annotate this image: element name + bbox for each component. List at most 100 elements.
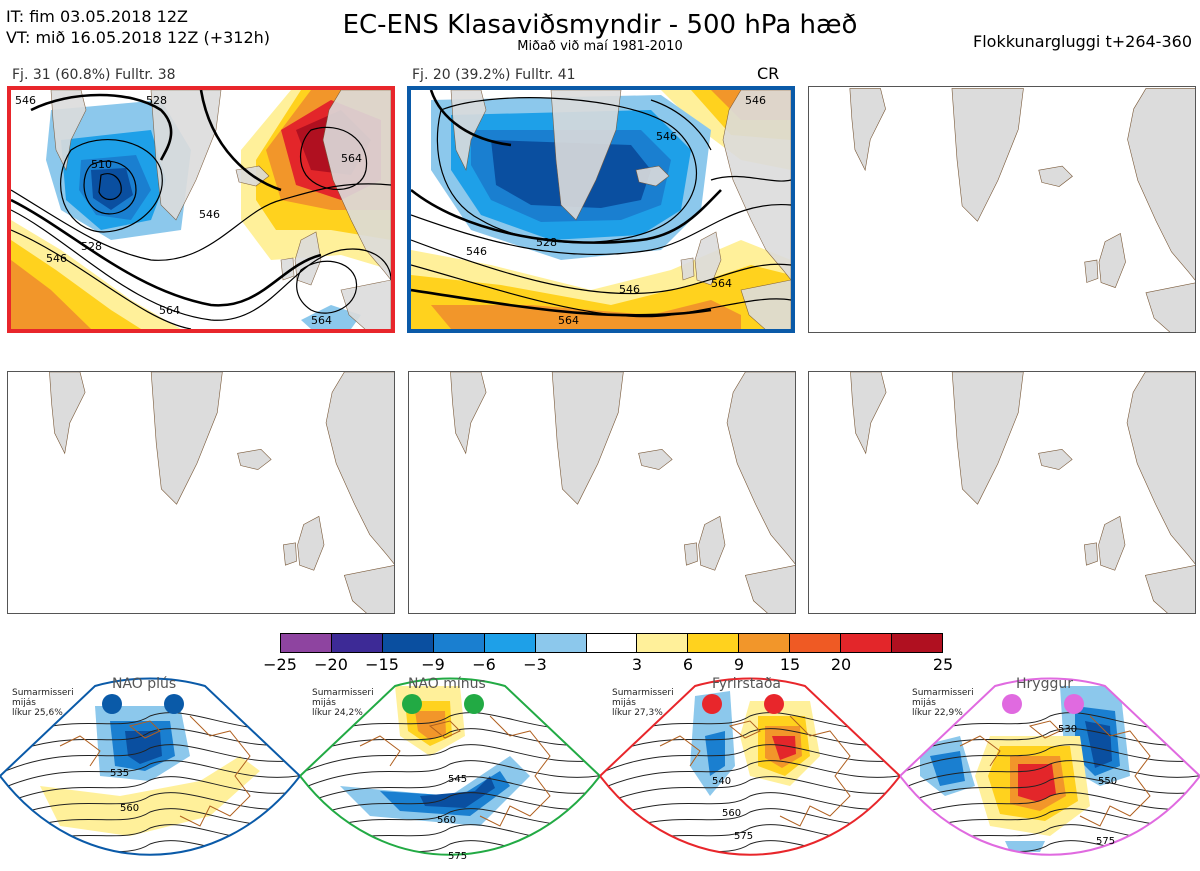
contour-label: 528 bbox=[146, 94, 167, 107]
contour-label: 510 bbox=[91, 158, 112, 171]
cluster-map-2: 546 528 546 546 546 564 564 bbox=[407, 86, 795, 333]
colorbar-swatch bbox=[637, 634, 689, 652]
colorbar-tick: 3 bbox=[631, 655, 643, 674]
contour-label: 575 bbox=[734, 831, 753, 842]
empty-map-panel bbox=[7, 371, 395, 614]
colorbar-tick: −3 bbox=[523, 655, 547, 674]
regime-dot bbox=[1002, 694, 1022, 714]
regime-note-line: líkur 22,9% bbox=[912, 708, 963, 718]
regime-note: Sumarmisseri mijás líkur 22,9% bbox=[912, 688, 974, 718]
cluster-map-1: 528 546 510 564 546 528 546 564 564 bbox=[7, 86, 395, 333]
colorbar-swatch bbox=[841, 634, 893, 652]
valid-time: VT: mið 16.05.2018 12Z (+312h) bbox=[6, 28, 271, 47]
regime-title: Hryggur bbox=[1016, 676, 1073, 692]
contour-label: 545 bbox=[448, 774, 467, 785]
contour-label: 564 bbox=[558, 314, 579, 327]
colorbar-swatch bbox=[892, 634, 942, 652]
regime-panel: 540 560 575 Fyrirstaða Sumarmisseri mijás líku… bbox=[600, 676, 900, 871]
colorbar-swatch bbox=[382, 634, 434, 652]
regime-map: 540 560 575 bbox=[600, 677, 900, 856]
contour-label: 546 bbox=[15, 94, 36, 107]
regime-title: NAO plús bbox=[112, 676, 177, 692]
regime-note-line: Sumarmisseri bbox=[612, 688, 674, 698]
contour-label: 546 bbox=[745, 94, 766, 107]
colorbar-swatch bbox=[484, 634, 536, 652]
regime-dot bbox=[102, 694, 122, 714]
regime-note-line: Sumarmisseri bbox=[312, 688, 374, 698]
regime-note-line: líkur 25,6% bbox=[12, 708, 63, 718]
contour-label: 564 bbox=[341, 152, 362, 165]
regime-map: 545 560 575 bbox=[300, 677, 600, 862]
regime-panel: 545 560 575 NAO mínus Sumarmisseri mijás líkur… bbox=[300, 676, 600, 871]
empty-map-panel bbox=[408, 371, 796, 614]
regime-dot bbox=[464, 694, 484, 714]
contour-label: 528 bbox=[536, 236, 557, 249]
regime-title: NAO mínus bbox=[408, 676, 486, 692]
colorbar-swatch bbox=[739, 634, 791, 652]
colorbar-tick: −25 bbox=[263, 655, 297, 674]
colorbar-tick: −9 bbox=[421, 655, 445, 674]
regime-note: Sumarmisseri mijás líkur 24,2% bbox=[312, 688, 374, 718]
regime-note-line: Sumarmisseri bbox=[912, 688, 974, 698]
contour-label: 575 bbox=[1096, 836, 1115, 847]
regime-note-line: mijás bbox=[12, 698, 36, 708]
colorbar-swatch bbox=[331, 634, 383, 652]
regime-panel: 530 550 575 Hryggur Sumarmisseri mijás líkur 2… bbox=[900, 676, 1200, 871]
regime-note-line: mijás bbox=[612, 698, 636, 708]
page-subtitle: Miðað við maí 1981-2010 bbox=[517, 39, 683, 54]
colorbar-ticks: −25 −20 −15 −9 −6 −3 3 6 9 15 20 25 bbox=[263, 655, 954, 675]
regime-note: Sumarmisseri mijás líkur 27,3% bbox=[612, 688, 674, 718]
contour-label: 564 bbox=[311, 314, 332, 327]
contour-label: 575 bbox=[448, 851, 467, 862]
regime-note: Sumarmisseri mijás líkur 25,6% bbox=[12, 688, 74, 718]
contour-label: 528 bbox=[81, 240, 102, 253]
colorbar-tick: −20 bbox=[314, 655, 348, 674]
contour-label: 540 bbox=[712, 776, 731, 787]
colorbar-tick: −6 bbox=[472, 655, 496, 674]
regime-dot bbox=[402, 694, 422, 714]
contour-label: 550 bbox=[1098, 776, 1117, 787]
regime-dot bbox=[764, 694, 784, 714]
colorbar-tick: 25 bbox=[932, 655, 954, 674]
cluster-2-tag: CR bbox=[757, 64, 780, 83]
colorbar-swatch bbox=[281, 634, 332, 652]
colorbar-tick: 15 bbox=[779, 655, 801, 674]
regime-map: 535 560 bbox=[0, 677, 300, 856]
regime-note-line: Sumarmisseri bbox=[12, 688, 74, 698]
colorbar-swatch bbox=[790, 634, 842, 652]
contour-label: 546 bbox=[466, 245, 487, 258]
colorbar-tick: −15 bbox=[365, 655, 399, 674]
colorbar-swatch bbox=[586, 634, 638, 652]
colorbar bbox=[280, 633, 943, 653]
regime-note-line: mijás bbox=[912, 698, 936, 708]
contour-label: 564 bbox=[711, 277, 732, 290]
regime-panel: 535 560 NAO plús Sumarmisseri mijás líkur 25,… bbox=[0, 676, 300, 871]
colorbar-tick: 9 bbox=[733, 655, 745, 674]
contour-label: 560 bbox=[120, 803, 139, 814]
empty-map-panel bbox=[808, 86, 1196, 333]
contour-label: 560 bbox=[437, 815, 456, 826]
regime-dot bbox=[164, 694, 184, 714]
initial-time: IT: fim 03.05.2018 12Z bbox=[6, 7, 188, 26]
contour-label: 546 bbox=[619, 283, 640, 296]
regime-dot bbox=[702, 694, 722, 714]
classification-window: Flokkunargluggi t+264-360 bbox=[973, 32, 1192, 51]
contour-label: 564 bbox=[159, 304, 180, 317]
contour-label: 530 bbox=[1058, 724, 1077, 735]
regime-map: 530 550 575 bbox=[900, 677, 1200, 856]
colorbar-tick: 20 bbox=[830, 655, 852, 674]
contour-label: 535 bbox=[110, 768, 129, 779]
cluster-1-label: Fj. 31 (60.8%) Fulltr. 38 bbox=[12, 67, 176, 83]
run-info: IT: fim 03.05.2018 12Z VT: mið 16.05.201… bbox=[6, 6, 270, 48]
regime-note-line: líkur 27,3% bbox=[612, 708, 663, 718]
regime-title: Fyrirstaða bbox=[712, 676, 781, 692]
cluster-2-label: Fj. 20 (39.2%) Fulltr. 41 bbox=[412, 67, 576, 83]
contour-label: 560 bbox=[722, 808, 741, 819]
empty-map-panel bbox=[808, 371, 1196, 614]
contour-label: 546 bbox=[656, 130, 677, 143]
regime-dot bbox=[1064, 694, 1084, 714]
regime-note-line: mijás bbox=[312, 698, 336, 708]
contour-label: 546 bbox=[46, 252, 67, 265]
colorbar-tick: 6 bbox=[682, 655, 694, 674]
colorbar-swatch bbox=[535, 634, 587, 652]
